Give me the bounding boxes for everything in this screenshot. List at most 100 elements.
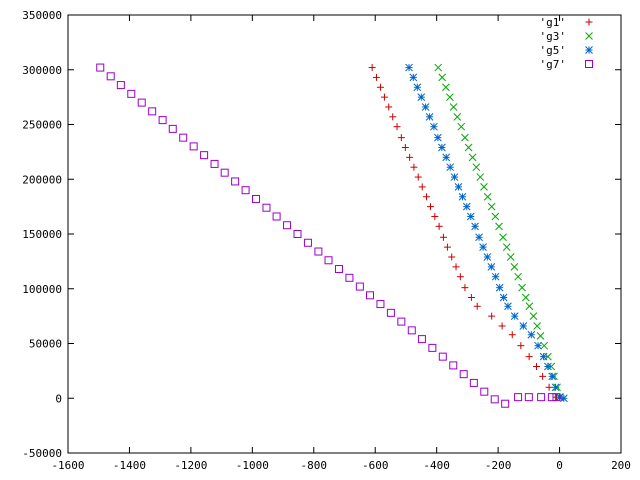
data-point [517, 342, 525, 350]
data-point [552, 393, 561, 402]
data-point [491, 272, 500, 281]
data-point [452, 263, 460, 271]
x-tick-label: -1600 [51, 459, 84, 472]
data-point [534, 341, 542, 350]
y-tick-label: 350000 [22, 9, 62, 22]
data-point [525, 302, 534, 311]
legend-marker [585, 60, 593, 68]
data-point [168, 124, 177, 133]
data-point [368, 64, 376, 72]
data-point [231, 177, 240, 186]
data-point [405, 63, 413, 72]
data-point [510, 312, 519, 320]
data-point [464, 143, 473, 152]
data-point [397, 134, 405, 142]
data-point [438, 73, 447, 82]
data-point [442, 153, 451, 162]
data-point [116, 81, 125, 90]
data-point [462, 202, 471, 211]
data-point [514, 393, 523, 402]
data-point [431, 212, 439, 220]
data-point [533, 322, 541, 330]
data-point [106, 72, 115, 81]
y-tick-label: 150000 [22, 228, 62, 241]
data-point [417, 93, 426, 101]
data-point [189, 142, 198, 151]
data-point [148, 107, 157, 116]
data-point [413, 83, 422, 92]
data-point [428, 343, 437, 352]
data-point [393, 123, 401, 131]
data-point [127, 89, 136, 98]
data-point [406, 153, 414, 161]
data-point [457, 122, 466, 131]
data-point [454, 183, 463, 191]
x-tick-label: -200 [485, 459, 512, 472]
data-point [544, 362, 552, 371]
data-point [252, 194, 261, 203]
data-point [425, 112, 434, 121]
data-point [499, 293, 508, 302]
data-point [469, 378, 478, 387]
data-point [480, 387, 489, 396]
series [96, 63, 561, 408]
data-point [446, 163, 455, 172]
data-point [456, 273, 464, 281]
data-point [502, 243, 511, 251]
data-point [414, 173, 422, 181]
legend-item: 'g3' [540, 30, 593, 43]
data-point [442, 83, 450, 92]
x-tick-label: -1000 [236, 459, 269, 472]
data-point [380, 93, 388, 101]
data-point [459, 370, 468, 379]
data-point [443, 243, 451, 251]
data-point [551, 383, 560, 392]
x-tick-label: 200 [611, 459, 631, 472]
data-point [487, 262, 496, 271]
data-point [525, 353, 533, 361]
data-point [376, 83, 384, 91]
data-point [524, 393, 533, 402]
data-point [438, 352, 447, 361]
data-point [450, 173, 459, 181]
data-point [421, 103, 430, 111]
x-tick-label: -800 [301, 459, 328, 472]
legend-item: 'g1' [540, 16, 593, 29]
data-point [533, 362, 541, 370]
y-tick-label: 100000 [22, 283, 62, 296]
data-point [262, 203, 271, 212]
data-point [417, 335, 426, 344]
data-point [376, 300, 385, 309]
data-point [548, 372, 557, 381]
data-point [488, 312, 496, 320]
y-tick-label: 200000 [22, 173, 62, 186]
data-point [293, 230, 302, 238]
data-point [483, 253, 492, 261]
data-point [434, 133, 442, 142]
series [368, 64, 560, 401]
data-point [487, 202, 496, 211]
series [405, 63, 568, 403]
x-tick-label: -600 [362, 459, 389, 472]
data-point [472, 163, 481, 172]
y-tick-label: 300000 [22, 64, 62, 77]
data-point [501, 399, 510, 408]
data-point [495, 222, 503, 231]
data-point [547, 393, 556, 402]
data-point [389, 113, 397, 121]
data-point [560, 394, 568, 403]
x-tick-label: -1400 [113, 459, 146, 472]
data-point [539, 372, 547, 380]
data-point [409, 73, 418, 82]
data-point [498, 322, 506, 330]
data-point [510, 262, 519, 271]
data-point [480, 183, 488, 191]
legend-item: 'g5' [540, 44, 593, 57]
data-point [539, 352, 548, 361]
legend-item: 'g7' [540, 58, 593, 71]
x-tick-label: -400 [423, 459, 450, 472]
data-point [334, 265, 343, 274]
data-point [479, 243, 487, 251]
data-point [272, 212, 281, 221]
